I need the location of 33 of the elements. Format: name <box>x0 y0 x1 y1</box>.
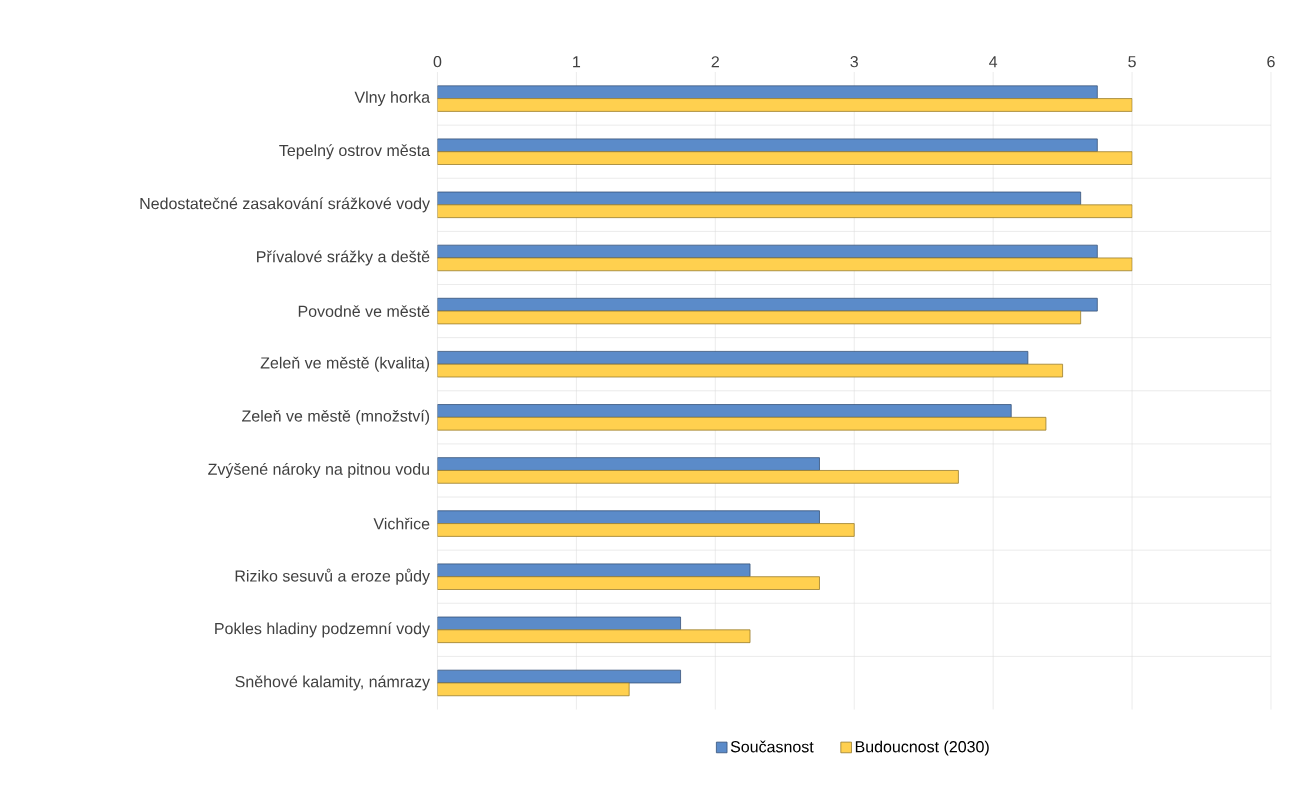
bar <box>437 404 1012 418</box>
y-tick-label: Sněhové kalamity, námrazy <box>235 675 430 691</box>
bar <box>437 523 855 538</box>
legend-label: Budoucnost (2030) <box>855 740 989 756</box>
x-tick-label: 4 <box>989 56 998 68</box>
y-tick-label: Riziko sesuvů a eroze půdy <box>235 568 430 586</box>
y-tick-label: Nedostatečné zasakování srážkové vody <box>140 197 430 213</box>
bar <box>437 457 820 472</box>
y-tick-label: Vichřice <box>373 517 430 530</box>
x-tick-label: 6 <box>1267 56 1275 68</box>
bar <box>437 85 1098 100</box>
y-tick-label: Zeleň ve městě (množství) <box>242 410 430 426</box>
x-tick-label: 0 <box>433 56 442 68</box>
y-tick-label: Tepelný ostrov města <box>279 144 431 160</box>
x-tick-label: 5 <box>1128 56 1136 68</box>
legend-label: Současnost <box>730 740 814 753</box>
x-tick-label: 2 <box>711 56 719 68</box>
bar <box>437 204 1133 219</box>
bar <box>437 576 820 591</box>
y-tick-label: Vlny horka <box>354 91 431 107</box>
bar <box>437 510 820 525</box>
y-tick-label: Zeleň ve městě (kvalita) <box>260 356 430 372</box>
y-tick-label: Pokles hladiny podzemní vody <box>215 622 430 638</box>
bar <box>437 98 1133 113</box>
x-tick-label: 1 <box>573 56 581 68</box>
x-tick-label: 3 <box>850 56 858 68</box>
bar <box>437 151 1133 166</box>
y-tick-label: Povodně ve městě <box>298 305 430 318</box>
bar <box>437 470 959 484</box>
y-tick-label: Přívalové srážky a deště <box>257 250 430 266</box>
bar <box>437 351 1029 365</box>
y-tick-label: Zvýšené nároky na pitnou vodu <box>208 463 429 479</box>
bar <box>437 629 751 644</box>
